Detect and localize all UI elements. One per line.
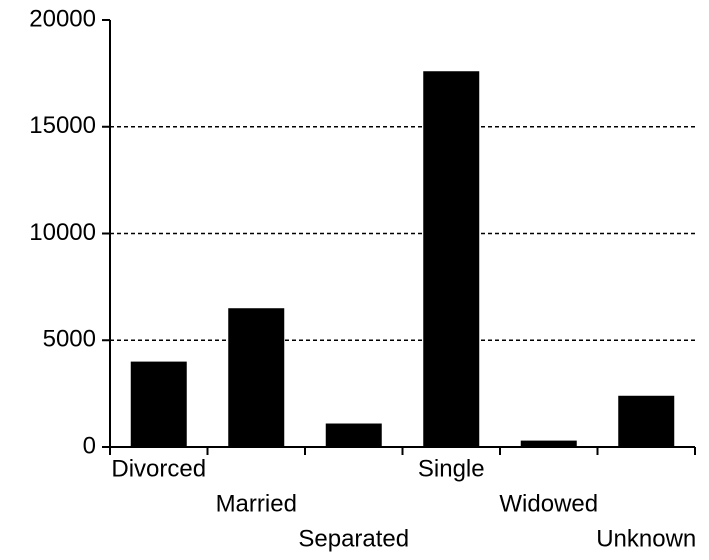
bar <box>423 71 480 448</box>
x-tick-label: Divorced <box>111 455 206 482</box>
bar <box>130 361 187 447</box>
bar <box>520 440 577 447</box>
y-tick-label: 10000 <box>29 219 96 246</box>
y-tick-label: 0 <box>83 432 96 459</box>
y-tick-label: 15000 <box>29 112 96 139</box>
x-tick-label: Widowed <box>499 490 598 517</box>
y-tick-label: 20000 <box>29 5 96 32</box>
x-tick-label: Single <box>418 455 485 482</box>
bar <box>228 308 285 447</box>
bar <box>325 423 382 447</box>
bar <box>618 395 675 447</box>
x-tick-label: Married <box>216 490 297 517</box>
y-tick-label: 5000 <box>43 326 96 353</box>
x-tick-label: Separated <box>298 525 409 552</box>
x-tick-label: Unknown <box>596 525 696 552</box>
